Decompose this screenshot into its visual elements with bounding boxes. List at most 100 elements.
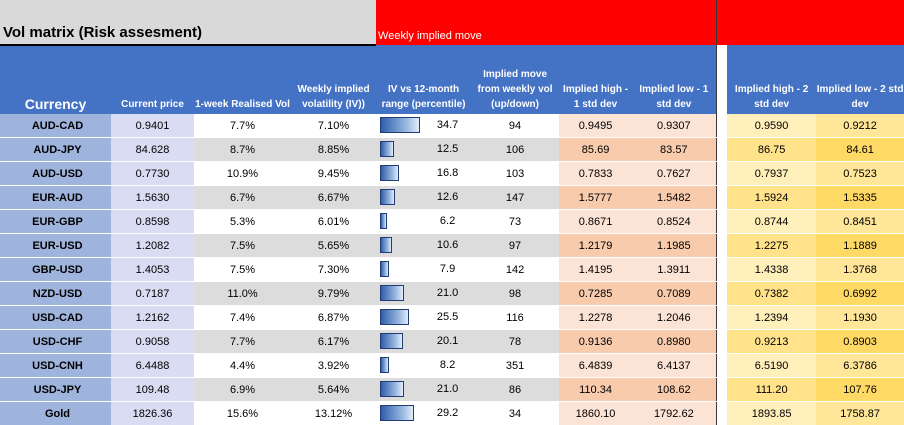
current-price-cell: 0.7730: [111, 162, 194, 186]
implied-high-2sd-cell: 1.2275: [727, 234, 816, 258]
percentile-bar: [380, 261, 389, 277]
implied-move-cell: 106: [471, 138, 559, 162]
currency-cell: USD-CHF: [0, 330, 111, 354]
iv-percentile-cell: 8.2: [376, 354, 471, 378]
weekly-iv-cell: 7.10%: [291, 114, 376, 138]
iv-percentile-cell: 12.5: [376, 138, 471, 162]
percentile-bar: [380, 213, 387, 229]
implied-high-2sd-cell: 6.5190: [727, 354, 816, 378]
percentile-value: 7.9: [424, 258, 471, 281]
implied-high-2sd-cell: 0.7937: [727, 162, 816, 186]
column-divider: [716, 0, 727, 45]
implied-low-1sd-cell: 0.7089: [632, 282, 716, 306]
realised-vol-cell: 7.5%: [194, 234, 291, 258]
realised-vol-cell: 11.0%: [194, 282, 291, 306]
implied-high-1sd-cell: 1.5777: [559, 186, 632, 210]
currency-cell: AUD-JPY: [0, 138, 111, 162]
implied-low-1sd-cell: 1.5482: [632, 186, 716, 210]
implied-high-2sd-cell: 1.4338: [727, 258, 816, 282]
banner-extension: [727, 0, 904, 45]
implied-move-cell: 98: [471, 282, 559, 306]
iv-percentile-cell: 34.7: [376, 114, 471, 138]
column-divider: [716, 162, 727, 186]
current-price-cell: 1.4053: [111, 258, 194, 282]
realised-vol-cell: 5.3%: [194, 210, 291, 234]
iv-percentile-cell: 12.6: [376, 186, 471, 210]
current-price-cell: 0.7187: [111, 282, 194, 306]
header-high-2sd: Implied high - 2 std dev: [727, 45, 816, 114]
iv-percentile-cell: 21.0: [376, 378, 471, 402]
implied-low-2sd-cell: 0.6992: [816, 282, 904, 306]
implied-low-2sd-cell: 107.76: [816, 378, 904, 402]
header-iv-range: IV vs 12-month range (percentile): [376, 45, 471, 114]
implied-high-1sd-cell: 0.7285: [559, 282, 632, 306]
percentile-bar: [380, 309, 409, 325]
implied-low-1sd-cell: 0.9307: [632, 114, 716, 138]
weekly-iv-cell: 13.12%: [291, 402, 376, 425]
iv-percentile-cell: 16.8: [376, 162, 471, 186]
weekly-implied-move-banner: Weekly implied move: [376, 0, 716, 45]
currency-cell: USD-JPY: [0, 378, 111, 402]
current-price-cell: 1826.36: [111, 402, 194, 425]
column-divider: [716, 186, 727, 210]
implied-high-2sd-cell: 0.7382: [727, 282, 816, 306]
column-divider: [716, 402, 727, 425]
implied-low-2sd-cell: 1.5335: [816, 186, 904, 210]
weekly-iv-cell: 6.17%: [291, 330, 376, 354]
implied-high-2sd-cell: 0.9213: [727, 330, 816, 354]
title-row: Vol matrix (Risk assesment) Weekly impli…: [0, 0, 904, 45]
header-low-2sd: Implied low - 2 std dev: [816, 45, 904, 114]
percentile-bar: [380, 165, 399, 181]
column-divider: [716, 354, 727, 378]
weekly-iv-cell: 9.45%: [291, 162, 376, 186]
implied-high-1sd-cell: 6.4839: [559, 354, 632, 378]
implied-low-1sd-cell: 0.7627: [632, 162, 716, 186]
implied-high-2sd-cell: 1.2394: [727, 306, 816, 330]
realised-vol-cell: 6.9%: [194, 378, 291, 402]
weekly-iv-cell: 8.85%: [291, 138, 376, 162]
header-weekly-iv: Weekly implied volatility (IV)): [291, 45, 376, 114]
currency-cell: USD-CAD: [0, 306, 111, 330]
column-divider: [716, 306, 727, 330]
implied-low-2sd-cell: 0.8451: [816, 210, 904, 234]
current-price-cell: 1.2162: [111, 306, 194, 330]
implied-high-1sd-cell: 1.2179: [559, 234, 632, 258]
vol-matrix-sheet: Vol matrix (Risk assesment) Weekly impli…: [0, 0, 904, 414]
header-low-1sd: Implied low - 1 std dev: [632, 45, 716, 114]
implied-high-1sd-cell: 1.4195: [559, 258, 632, 282]
percentile-value: 25.5: [424, 306, 471, 329]
percentile-bar: [380, 117, 420, 133]
weekly-iv-cell: 7.30%: [291, 258, 376, 282]
implied-low-2sd-cell: 0.8903: [816, 330, 904, 354]
column-divider: [716, 234, 727, 258]
implied-low-2sd-cell: 1.1930: [816, 306, 904, 330]
percentile-value: 8.2: [424, 354, 471, 377]
weekly-iv-cell: 6.87%: [291, 306, 376, 330]
implied-move-cell: 116: [471, 306, 559, 330]
weekly-iv-cell: 9.79%: [291, 282, 376, 306]
implied-high-2sd-cell: 86.75: [727, 138, 816, 162]
realised-vol-cell: 10.9%: [194, 162, 291, 186]
iv-percentile-cell: 6.2: [376, 210, 471, 234]
percentile-bar: [380, 405, 414, 421]
currency-cell: EUR-USD: [0, 234, 111, 258]
implied-low-1sd-cell: 1792.62: [632, 402, 716, 425]
header-current-price: Current price: [111, 45, 194, 114]
percentile-bar: [380, 237, 392, 253]
currency-cell: EUR-GBP: [0, 210, 111, 234]
column-divider: [716, 282, 727, 306]
implied-high-1sd-cell: 110.34: [559, 378, 632, 402]
current-price-cell: 0.9401: [111, 114, 194, 138]
weekly-iv-cell: 6.01%: [291, 210, 376, 234]
realised-vol-cell: 7.4%: [194, 306, 291, 330]
implied-high-1sd-cell: 0.9136: [559, 330, 632, 354]
percentile-bar: [380, 381, 404, 397]
